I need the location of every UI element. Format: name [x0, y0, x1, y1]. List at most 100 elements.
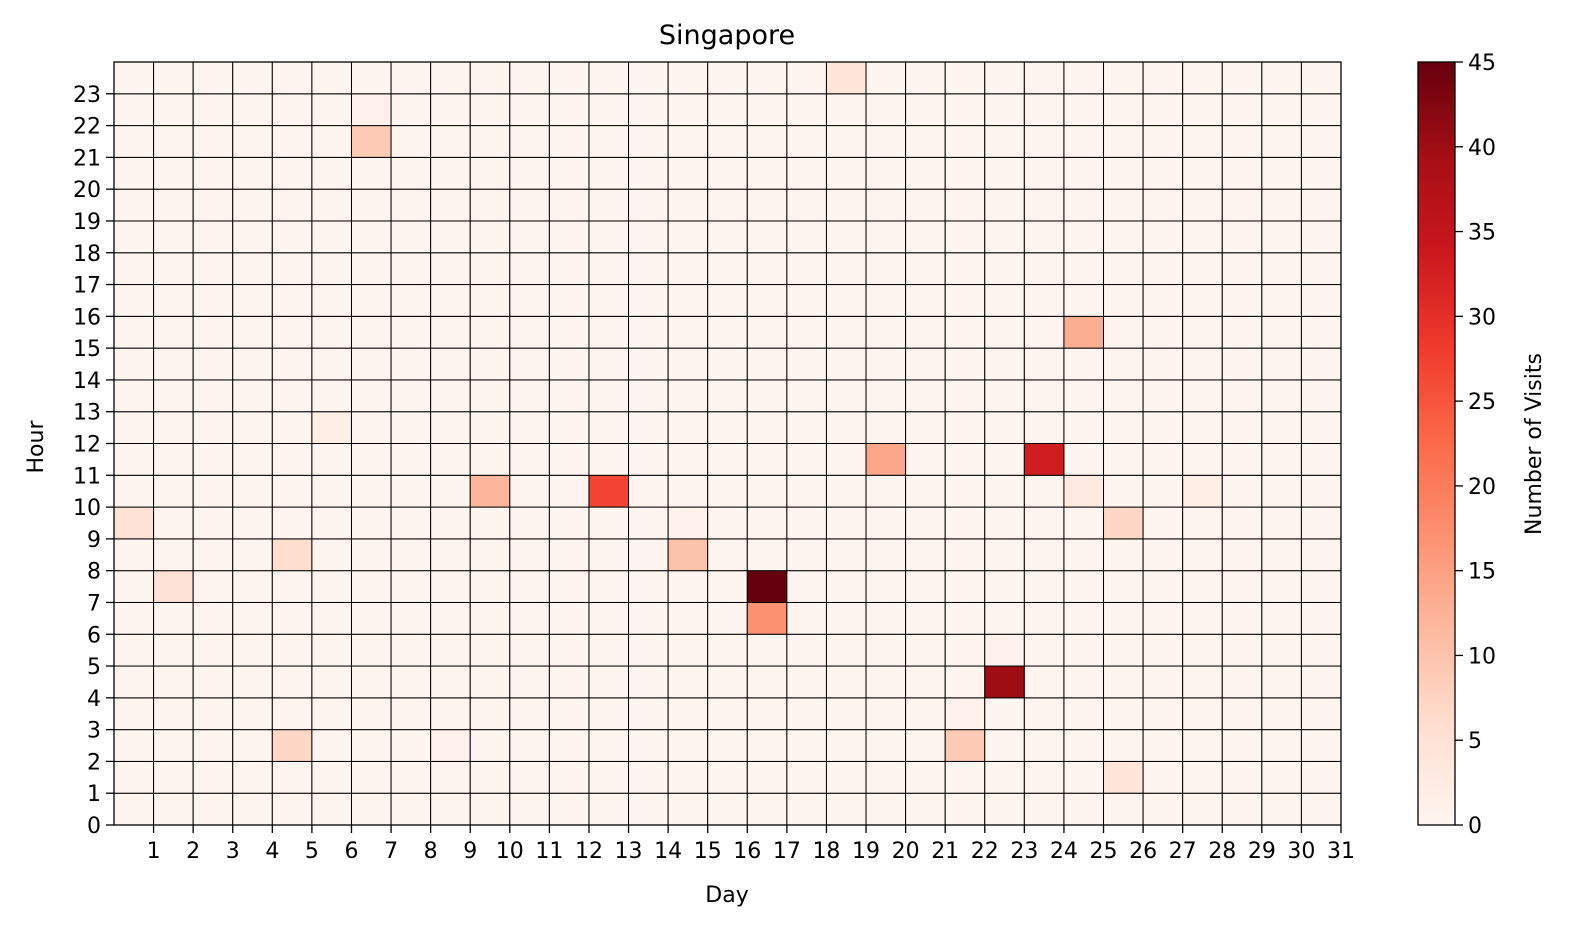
heatmap-cell: [707, 506, 748, 540]
heatmap-cell: [390, 347, 432, 381]
heatmap-cell: [905, 284, 946, 317]
heatmap-cell: [509, 506, 550, 540]
heatmap-cell: [865, 443, 907, 476]
heatmap-cell: [271, 156, 313, 190]
heatmap-cell: [232, 188, 273, 222]
heatmap-cell: [1023, 61, 1065, 95]
heatmap-cell: [469, 506, 511, 540]
heatmap-cell: [746, 506, 788, 540]
heatmap-cell: [1103, 443, 1144, 476]
heatmap-cell: [628, 601, 669, 635]
heatmap-cell: [628, 156, 669, 190]
heatmap-cell: [1261, 125, 1302, 158]
heatmap-cell: [1261, 538, 1302, 572]
heatmap-cell: [469, 729, 511, 762]
heatmap-cell: [192, 570, 234, 603]
heatmap-cell: [667, 93, 709, 127]
heatmap-cell: [192, 443, 234, 476]
heatmap-cell: [1300, 220, 1342, 254]
heatmap-cell: [509, 792, 550, 826]
y-tick-label: 8: [87, 560, 101, 585]
heatmap-cell: [1023, 252, 1065, 286]
heatmap-cell: [509, 538, 550, 572]
heatmap-cell: [667, 697, 709, 731]
heatmap-cell: [588, 61, 630, 95]
heatmap-cell: [113, 315, 155, 349]
heatmap-cell: [1103, 570, 1144, 603]
heatmap-cell: [1261, 729, 1302, 762]
heatmap-cell: [1300, 729, 1342, 762]
heatmap-cell: [628, 411, 669, 444]
heatmap-cell: [350, 347, 392, 381]
heatmap-cell: [350, 411, 392, 444]
heatmap-cell: [667, 760, 709, 794]
heatmap-cell: [1182, 729, 1223, 762]
heatmap-cell: [1221, 93, 1263, 127]
heatmap-cell: [667, 156, 709, 190]
heatmap-cell: [509, 697, 550, 731]
heatmap-cell: [311, 633, 352, 667]
heatmap-cell: [905, 538, 946, 572]
heatmap-cell: [1221, 792, 1263, 826]
heatmap-cell: [1300, 156, 1342, 190]
heatmap-cell: [113, 538, 155, 572]
heatmap-cell: [746, 379, 788, 413]
heatmap-cell: [113, 379, 155, 413]
heatmap-cell: [509, 252, 550, 286]
heatmap-cell: [271, 93, 313, 127]
heatmap-cell: [667, 220, 709, 254]
heatmap-cell: [1063, 220, 1105, 254]
heatmap-cell: [1023, 188, 1065, 222]
heatmap-cell: [588, 538, 630, 572]
heatmap-cell: [1063, 379, 1105, 413]
heatmap-cell: [905, 474, 946, 508]
heatmap-cell: [192, 188, 234, 222]
heatmap-cell: [1063, 315, 1105, 349]
heatmap-cell: [548, 601, 590, 635]
heatmap-cell: [1221, 315, 1263, 349]
heatmap-cell: [1063, 792, 1105, 826]
heatmap-cell: [350, 697, 392, 731]
heatmap-cell: [984, 570, 1025, 603]
heatmap-cell: [311, 792, 352, 826]
heatmap-cell: [192, 61, 234, 95]
heatmap-cell: [905, 506, 946, 540]
heatmap-cell: [865, 252, 907, 286]
heatmap-cell: [1261, 347, 1302, 381]
heatmap-cell: [984, 729, 1025, 762]
heatmap-cell: [1063, 601, 1105, 635]
heatmap-cell: [548, 474, 590, 508]
heatmap-cell: [1300, 188, 1342, 222]
heatmap-cell: [746, 665, 788, 699]
heatmap-cell: [390, 792, 432, 826]
heatmap-cell: [825, 220, 867, 254]
heatmap-cell: [1023, 347, 1065, 381]
heatmap-cell: [113, 347, 155, 381]
heatmap-cell: [548, 284, 590, 317]
heatmap-cell: [984, 411, 1025, 444]
heatmap-cell: [825, 252, 867, 286]
colorbar-gradient: [1417, 61, 1456, 826]
heatmap-cell: [905, 156, 946, 190]
heatmap-cell: [509, 61, 550, 95]
heatmap-cell: [1182, 156, 1223, 190]
y-tick-label: 7: [87, 591, 101, 616]
heatmap-cell: [469, 665, 511, 699]
heatmap-cell: [984, 93, 1025, 127]
heatmap-cell: [825, 347, 867, 381]
heatmap-cell: [588, 411, 630, 444]
heatmap-cell: [944, 61, 986, 95]
heatmap-cell: [588, 125, 630, 158]
heatmap-cell: [232, 601, 273, 635]
heatmap-cell: [628, 347, 669, 381]
colorbar-tick-label: 40: [1468, 136, 1496, 161]
heatmap-cell: [865, 315, 907, 349]
heatmap-cell: [1261, 93, 1302, 127]
heatmap-cell: [667, 601, 709, 635]
heatmap-cell: [1182, 665, 1223, 699]
heatmap-cell: [707, 760, 748, 794]
heatmap-cell: [1023, 220, 1065, 254]
heatmap-cell: [232, 379, 273, 413]
heatmap-cell: [786, 633, 827, 667]
heatmap-cell: [1182, 570, 1223, 603]
